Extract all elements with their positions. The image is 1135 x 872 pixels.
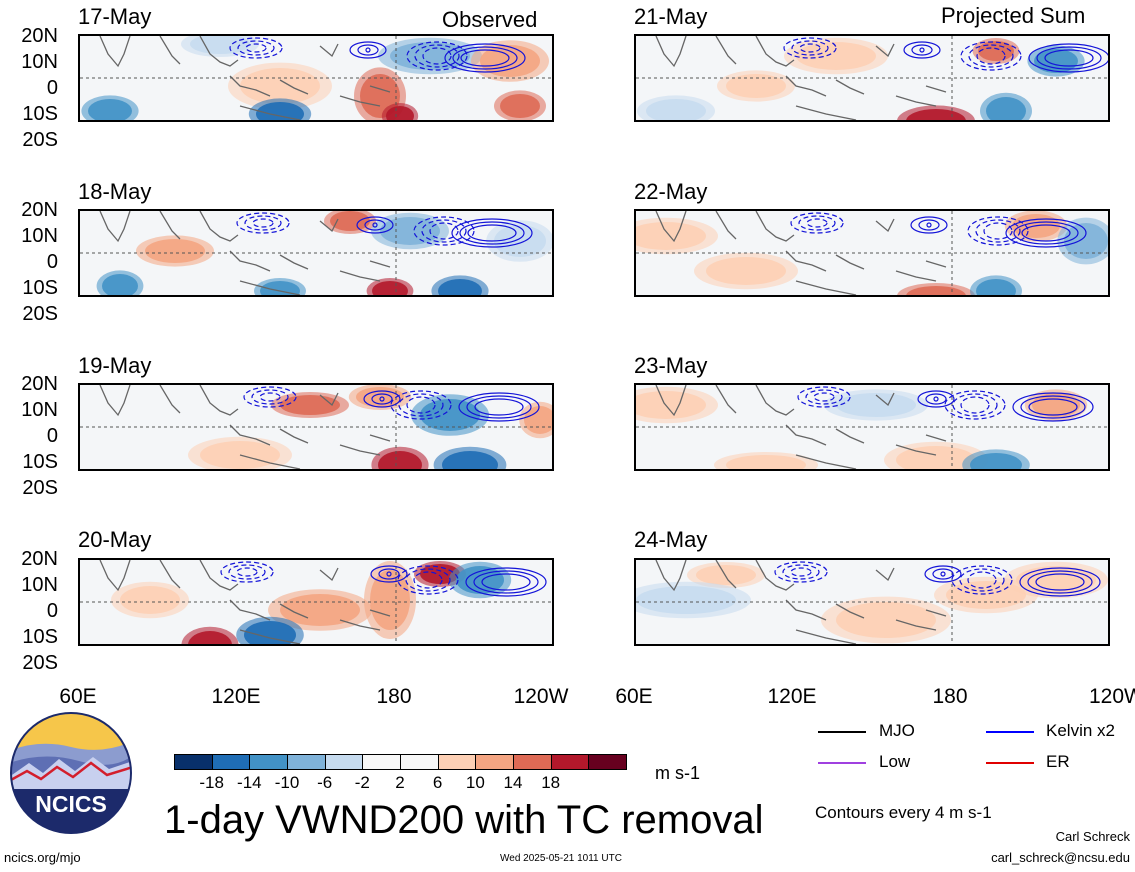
- lat-label: 0: [46, 251, 58, 273]
- footer-url: ncics.org/mjo: [4, 850, 81, 865]
- colorbar-swatch: [400, 754, 439, 770]
- lat-label: 20N: [21, 199, 58, 221]
- panel-date: 20-May: [78, 527, 152, 552]
- legend-label-low: Low: [879, 752, 911, 771]
- map-field: [636, 385, 1108, 469]
- panel-date: 23-May: [634, 353, 708, 378]
- colorbar-tick: -18: [199, 773, 224, 792]
- colorbar-tick: -10: [274, 773, 300, 792]
- colorbar-swatch: [324, 754, 364, 770]
- lat-label: 20N: [21, 548, 58, 570]
- lat-label: 20S: [22, 477, 58, 499]
- footer-author: Carl Schreck: [1055, 829, 1130, 844]
- panel-date: 21-May: [634, 4, 708, 29]
- colorbar-units: m s-1: [655, 763, 700, 783]
- lon-label: 60E: [59, 685, 97, 708]
- lat-label: 0: [46, 77, 58, 99]
- contour-note: Contours every 4 m s-1: [815, 803, 992, 822]
- projected-header: Projected Sum: [941, 3, 1086, 28]
- colorbar-swatch: [287, 754, 326, 770]
- colorbar-swatch: [249, 754, 288, 770]
- lat-label: 10S: [22, 103, 58, 125]
- lon-label: 120W: [1089, 686, 1135, 707]
- lat-label: 10N: [21, 574, 58, 596]
- colorbar-tick: 10: [465, 773, 485, 792]
- legend-line-low: [818, 762, 866, 764]
- panel-date: 17-May: [78, 4, 152, 29]
- map-field: [80, 36, 552, 120]
- lat-label: 10N: [21, 399, 58, 421]
- footer-timestamp: Wed 2025-05-21 1011 UTC: [500, 853, 622, 864]
- colorbar-swatch: [437, 754, 477, 770]
- colorbar-swatch: [475, 754, 514, 770]
- colorbar-swatch: [174, 754, 213, 770]
- lat-label: 20S: [22, 652, 58, 674]
- lat-label: 0: [46, 600, 58, 622]
- legend-line-er: [986, 762, 1034, 764]
- colorbar-swatch: [588, 754, 627, 770]
- lat-label: 20N: [21, 25, 58, 47]
- map-field: [80, 211, 552, 295]
- map-field: [80, 560, 552, 644]
- colorbar-swatch: [550, 754, 590, 770]
- colorbar-tick: 2: [395, 773, 405, 792]
- map-panel-projected-1: [634, 34, 1110, 122]
- map-panel-projected-2: [634, 209, 1110, 297]
- observed-header: Observed: [442, 7, 538, 32]
- lon-label: 60E: [615, 685, 653, 708]
- lon-label: 180: [376, 685, 412, 708]
- panel-date: 18-May: [78, 179, 152, 204]
- legend-label-er: ER: [1046, 752, 1070, 771]
- map-panel-projected-3: [634, 383, 1110, 471]
- map-panel-observed-2: [78, 209, 554, 297]
- lon-label: 180: [932, 685, 968, 708]
- panel-date: 22-May: [634, 179, 708, 204]
- lon-label: 120E: [767, 685, 817, 708]
- map-panel-observed-3: [78, 383, 554, 471]
- legend-line-kelvin: [986, 731, 1034, 733]
- colorbar-tick: 14: [503, 773, 523, 792]
- footer-email: carl_schreck@ncsu.edu: [991, 850, 1130, 865]
- colorbar-tick: 6: [432, 773, 443, 792]
- colorbar-tick: -6: [317, 773, 333, 792]
- colorbar-swatch: [513, 754, 552, 770]
- lat-label: 20S: [22, 129, 58, 151]
- legend-label-mjo: MJO: [879, 721, 915, 740]
- plot-title: 1-day VWND200 with TC removal: [164, 798, 764, 842]
- lat-label: 20N: [21, 373, 58, 395]
- legend-label-kelvin: Kelvin x2: [1046, 721, 1115, 740]
- colorbar-tick: -2: [354, 773, 370, 792]
- map-field: [636, 211, 1108, 295]
- lat-label: 10S: [22, 451, 58, 473]
- lat-label: 10S: [22, 277, 58, 299]
- map-panel-observed-1: [78, 34, 554, 122]
- panel-date: 24-May: [634, 527, 708, 552]
- map-field: [636, 36, 1108, 120]
- lon-label: 120W: [513, 685, 569, 708]
- lat-label: 10N: [21, 225, 58, 247]
- legend-line-mjo: [818, 731, 866, 733]
- lat-label: 0: [46, 425, 58, 447]
- colorbar-tick: 18: [541, 773, 561, 792]
- lat-label: 20S: [22, 303, 58, 325]
- lat-label: 10N: [21, 51, 58, 73]
- logo-text: NCICS: [35, 791, 107, 817]
- ncics-logo: NCICS: [9, 711, 133, 835]
- map-panel-projected-4: [634, 558, 1110, 646]
- lat-label: 10S: [22, 626, 58, 648]
- map-field: [636, 560, 1108, 644]
- lon-label: 120E: [211, 685, 261, 708]
- colorbar-tick: -14: [237, 773, 262, 792]
- panel-date: 19-May: [78, 353, 152, 378]
- map-field: [80, 385, 552, 469]
- colorbar-swatch: [211, 754, 251, 770]
- colorbar-swatch: [362, 754, 401, 770]
- map-panel-observed-4: [78, 558, 554, 646]
